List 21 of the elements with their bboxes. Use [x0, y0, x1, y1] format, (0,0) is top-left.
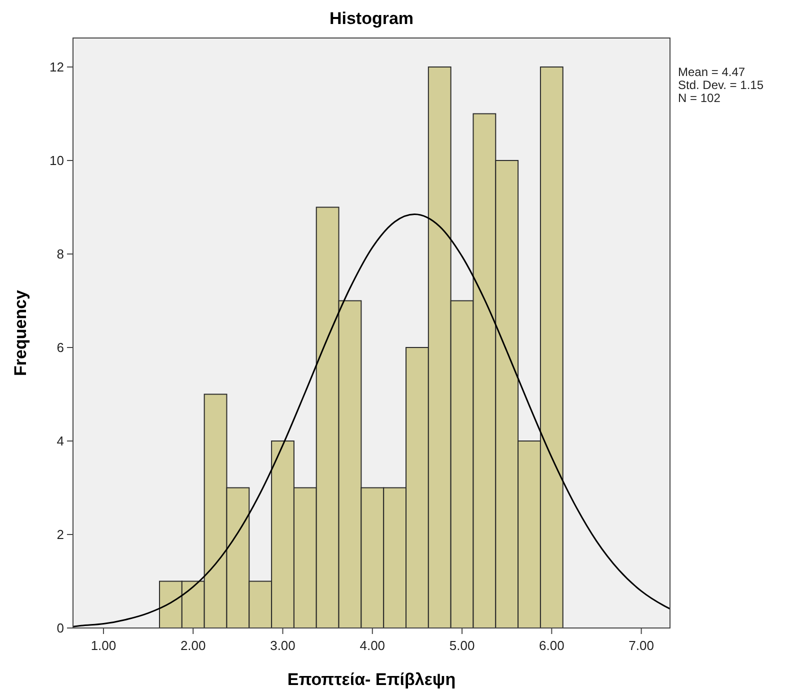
x-tick-label: 6.00: [539, 638, 564, 653]
x-axis-title: Εποπτεία- Επίβλεψη: [287, 670, 456, 689]
line-series: [73, 214, 670, 628]
y-tick-label: 12: [50, 60, 64, 75]
text: Mean = 4.47: [678, 65, 746, 79]
y-tick-label: 0: [56, 620, 64, 636]
x-tick-label: 5.00: [449, 638, 475, 653]
y-tick-label: 6: [56, 340, 64, 356]
text: N = 102: [678, 91, 721, 105]
x-tick-label: 7.00: [628, 638, 654, 653]
y-tick-label: 10: [50, 153, 64, 168]
y-tick-label: 8: [56, 246, 64, 262]
x-tick-label: 4.00: [360, 638, 386, 653]
x-tick-label: 2.00: [180, 638, 206, 653]
y-tick-label: 2: [56, 527, 64, 542]
x-tick-label: 1.00: [90, 638, 116, 653]
text: Std. Dev. = 1.15: [678, 78, 764, 92]
chart-title: Histogram: [329, 9, 414, 28]
y-tick-label: 4: [56, 434, 64, 449]
y-axis-title: Frequency: [11, 289, 30, 376]
x-tick-label: 3.00: [270, 638, 296, 653]
